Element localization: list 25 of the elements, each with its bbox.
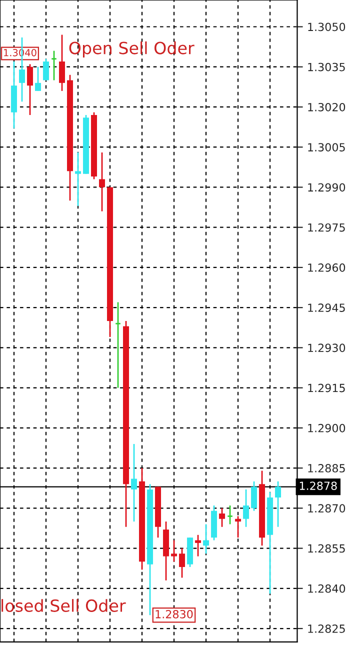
y-tick-label: 1.2990 [308,183,346,192]
candlestick [171,540,178,562]
y-tick-label: 1.2855 [308,544,345,553]
y-tick-label: 1.2945 [308,304,345,312]
y-tick-label: 1.3050 [308,22,346,32]
y-tick-label: 1.2930 [308,344,346,352]
annotation: Open Sell Oder [69,41,194,58]
y-tick-label: 1.2900 [308,424,346,432]
y-tick-label: 1.3005 [308,143,345,152]
y-tick-label: 1.2870 [308,504,346,513]
y-tick-label: 1.2975 [308,223,345,232]
y-tick-label: 1.2840 [308,584,346,593]
candlestick [75,152,82,207]
ref-line-label: 1.2878 [300,482,337,490]
annotation: 1.2830 [156,610,193,618]
y-tick-label: 1.2915 [308,384,345,392]
candlestick [226,504,234,525]
annotation: losed Sell Oder [2,599,126,612]
y-tick-label: 1.2960 [308,263,346,272]
y-tick-label: 1.3035 [308,62,345,72]
candlestick [50,50,58,81]
y-tick-label: 1.2885 [308,464,345,472]
y-tick-label: 1.3020 [308,102,346,112]
y-tick-label: 1.2825 [308,624,345,633]
candlestick [114,302,122,389]
